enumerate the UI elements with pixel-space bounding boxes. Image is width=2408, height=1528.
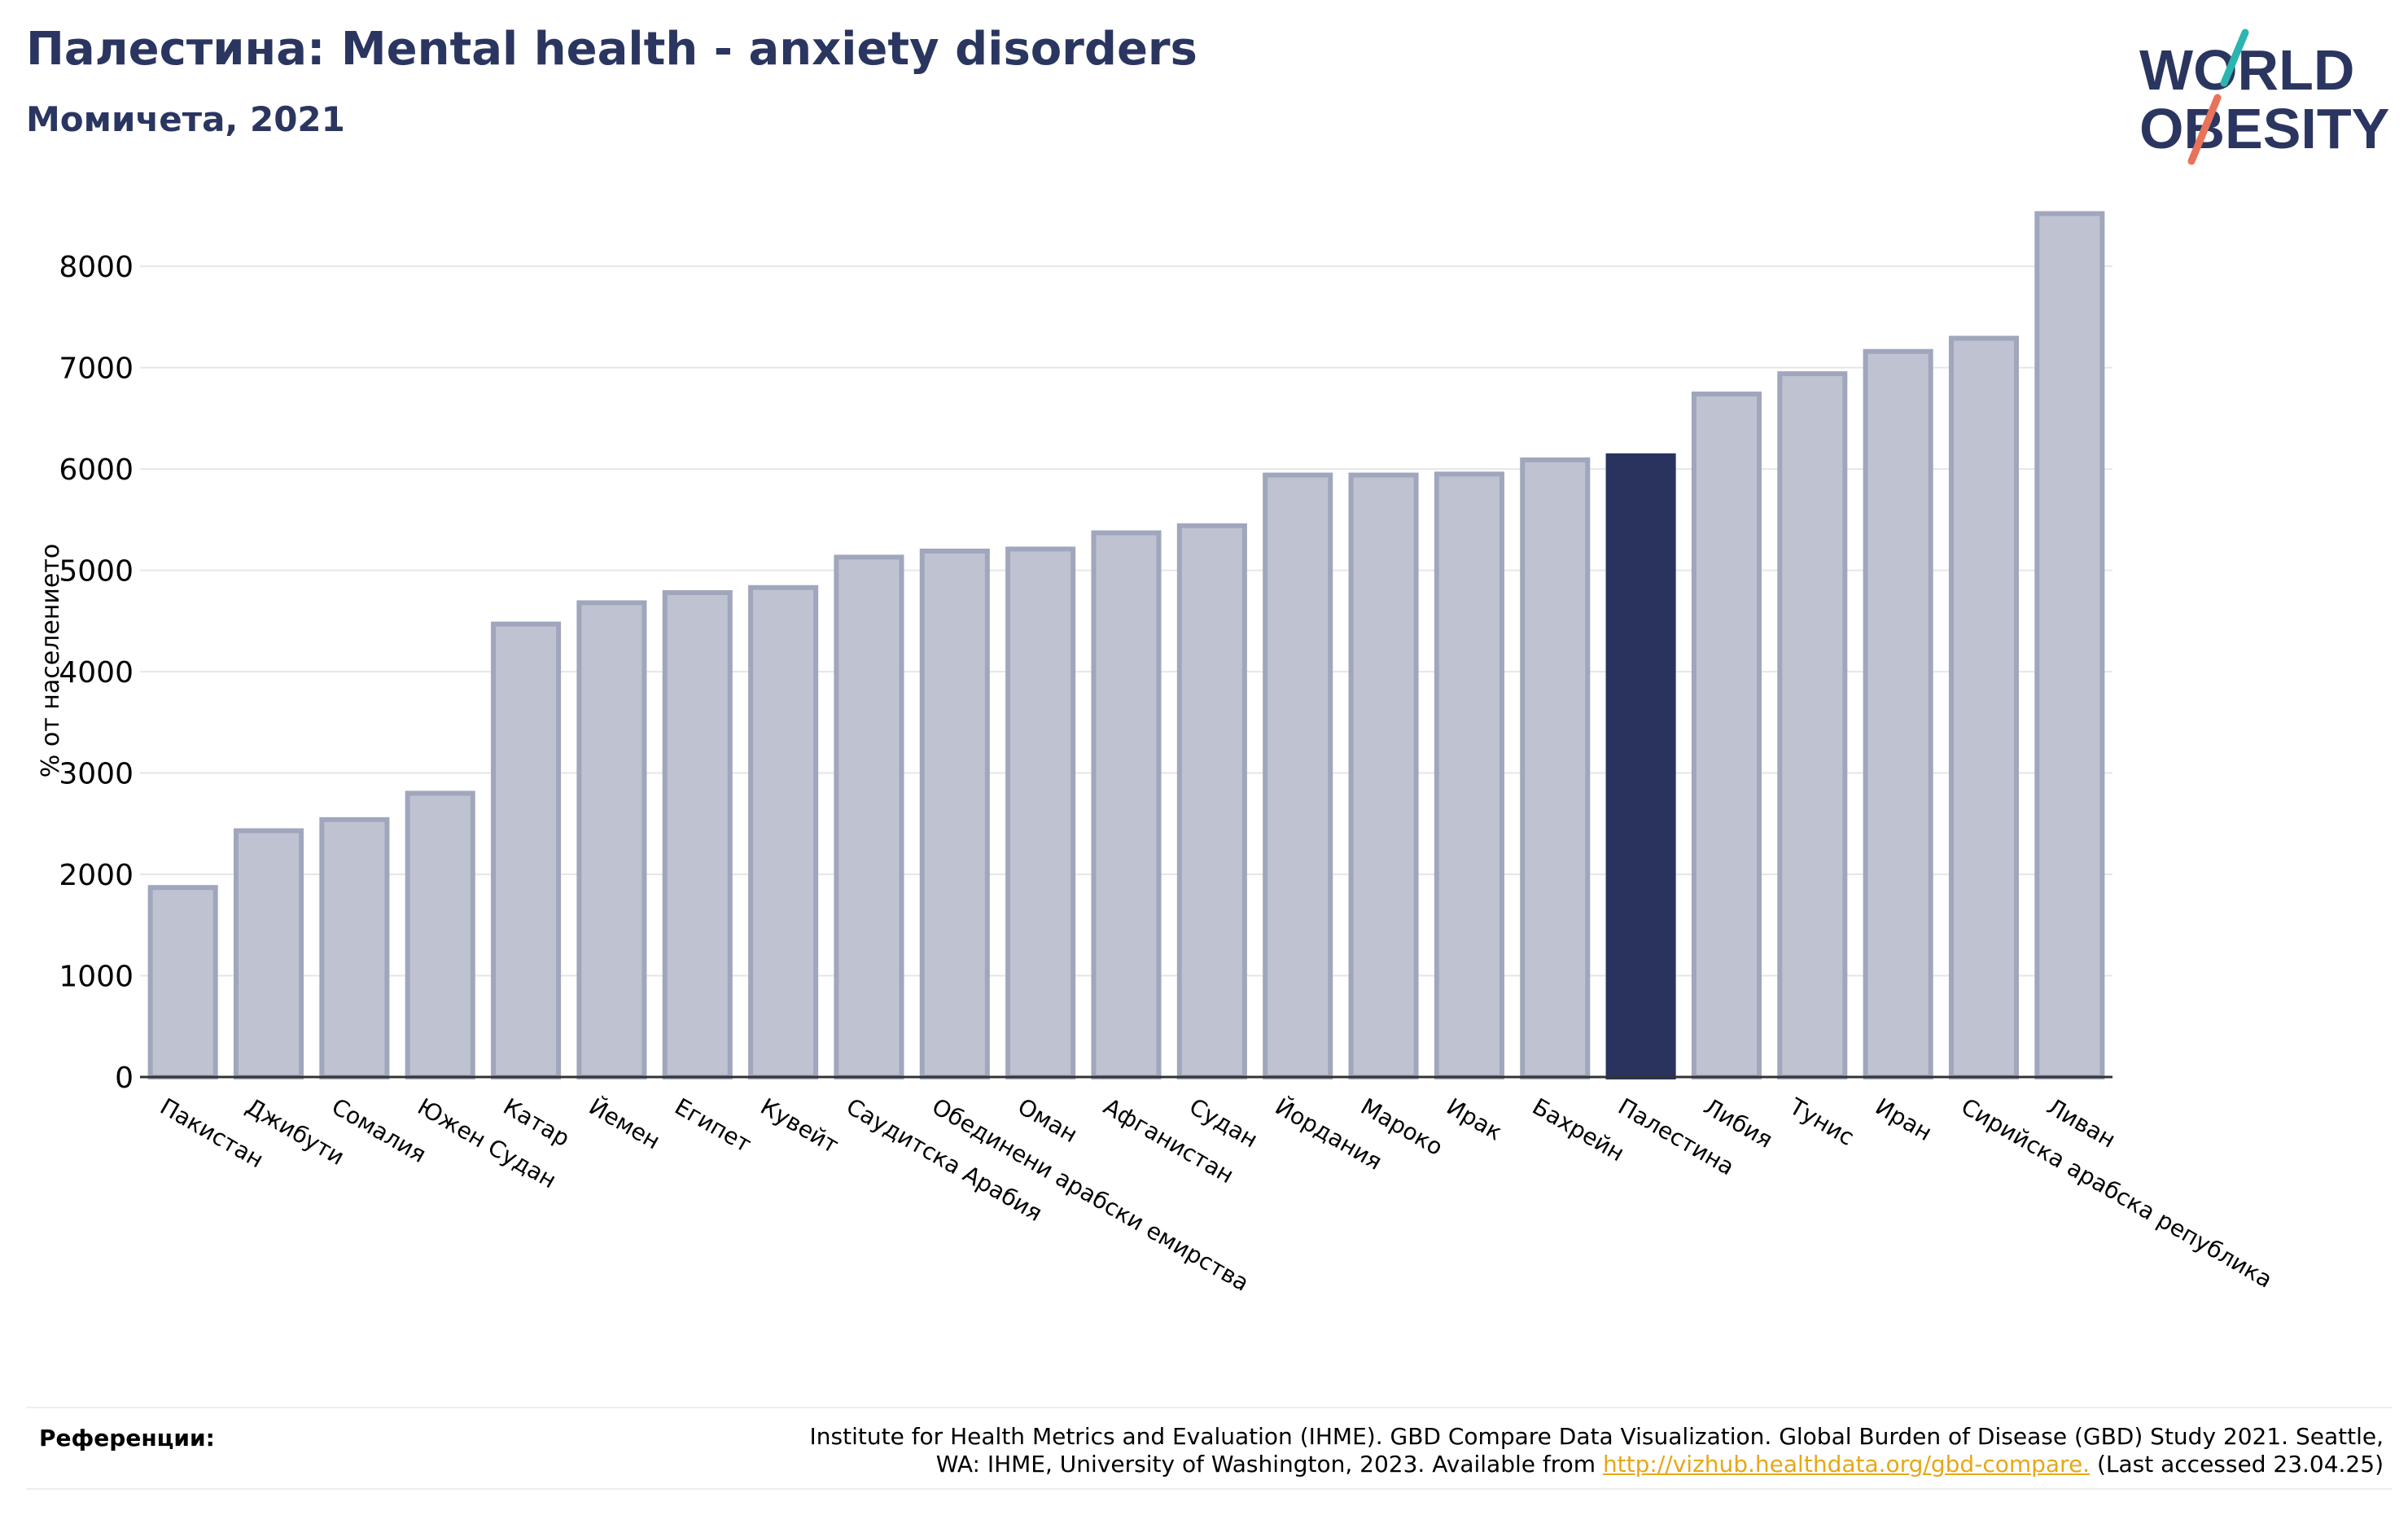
world-obesity-logo: WORLD OBESITY bbox=[2139, 28, 2389, 165]
bar bbox=[1005, 546, 1076, 1079]
y-tick-label: 3000 bbox=[59, 758, 134, 791]
bar bbox=[147, 885, 218, 1080]
references-link[interactable]: http://vizhub.healthdata.org/gbd-compare… bbox=[1602, 1451, 2091, 1478]
bar bbox=[919, 548, 990, 1079]
y-axis-label: % от населението bbox=[37, 544, 65, 777]
bar bbox=[1348, 472, 1419, 1079]
y-tick-label: 1000 bbox=[59, 961, 134, 994]
y-tick-label: 7000 bbox=[59, 352, 134, 386]
logo-line1: WORLD bbox=[2139, 38, 2354, 102]
bar bbox=[576, 600, 647, 1079]
bar bbox=[405, 790, 475, 1080]
x-tick-label: Кувейт bbox=[756, 1092, 843, 1158]
x-tick-label: Иран bbox=[1871, 1092, 1937, 1146]
bar bbox=[748, 584, 819, 1079]
logo-line2: OBESITY bbox=[2139, 97, 2389, 160]
bar-highlight bbox=[1605, 453, 1676, 1079]
bar-chart: 0 1000 2000 3000 4000 5000 6000 7000 8000 Пакист… bbox=[37, 211, 2277, 1297]
references-label: Референции: bbox=[39, 1425, 215, 1451]
bar bbox=[1091, 530, 1162, 1079]
y-tick-label: 0 bbox=[115, 1062, 134, 1095]
chart-subtitle: Момичета, 2021 bbox=[26, 99, 345, 139]
bar bbox=[1176, 523, 1247, 1079]
y-tick-label: 2000 bbox=[59, 859, 134, 892]
bar bbox=[834, 554, 904, 1079]
bar bbox=[1691, 391, 1762, 1079]
references-divider-top bbox=[26, 1407, 2392, 1408]
x-tick-label: Ирак bbox=[1442, 1092, 1507, 1145]
chart-title: Палестина: Mental health - anxiety disor… bbox=[26, 23, 1197, 76]
references-line2: WA: IHME, University of Washington, 2023… bbox=[633, 1451, 2384, 1478]
x-tick-label: Египет bbox=[670, 1092, 755, 1158]
bar bbox=[1434, 471, 1504, 1079]
references-line2-start: WA: IHME, University of Washington, 2023… bbox=[935, 1451, 1603, 1478]
references-divider-bottom bbox=[26, 1488, 2392, 1490]
bar bbox=[491, 621, 562, 1079]
y-tick-label: 4000 bbox=[59, 656, 134, 690]
x-tick-label: Йемен bbox=[584, 1092, 665, 1155]
logo-slash-top bbox=[2220, 28, 2249, 87]
y-tick-label: 8000 bbox=[59, 251, 134, 284]
y-tick-label: 5000 bbox=[59, 555, 134, 589]
bars bbox=[147, 211, 2105, 1080]
x-tick-label: Сирийска арабска република bbox=[1956, 1092, 2276, 1293]
logo-slash-bottom bbox=[2187, 94, 2222, 165]
bar bbox=[1948, 335, 2020, 1079]
bar bbox=[2034, 211, 2105, 1080]
bar bbox=[1863, 348, 1933, 1080]
y-tick-labels: 0 1000 2000 3000 4000 5000 6000 7000 8000 bbox=[59, 251, 134, 1095]
bar bbox=[1777, 371, 1848, 1079]
x-tick-label: Бахрейн bbox=[1528, 1092, 1629, 1167]
bar bbox=[1263, 472, 1333, 1079]
references-line2-end: (Last accessed 23.04.25) bbox=[2090, 1451, 2384, 1478]
bar bbox=[662, 589, 733, 1079]
bar bbox=[233, 828, 304, 1079]
references-text: Institute for Health Metrics and Evaluat… bbox=[633, 1423, 2384, 1478]
references-line1: Institute for Health Metrics and Evaluat… bbox=[809, 1423, 2384, 1450]
y-tick-label: 6000 bbox=[59, 453, 134, 487]
bar bbox=[1520, 457, 1591, 1079]
bar bbox=[319, 817, 390, 1079]
x-tick-label: Тунис bbox=[1784, 1092, 1859, 1151]
